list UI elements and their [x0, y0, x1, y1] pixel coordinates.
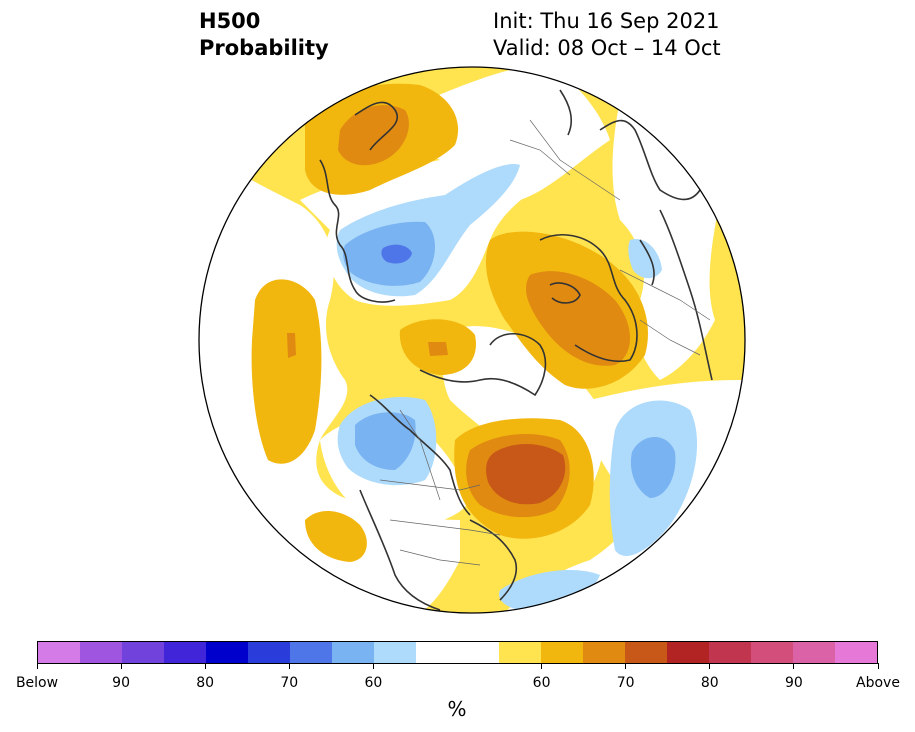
- colorbar-segment: [247, 642, 290, 663]
- coastlines: [319, 89, 713, 611]
- coastline: [469, 519, 518, 601]
- colorbar-segment: [415, 642, 458, 663]
- colorbar-segment: [331, 642, 374, 663]
- colorbar-tick: [709, 663, 711, 669]
- colorbar-segment: [163, 642, 206, 663]
- colorbar-segment: [205, 642, 248, 663]
- colorbar-segment: [583, 642, 626, 663]
- map-title: H500 Probability: [199, 8, 329, 62]
- colorbar-tick-label: Above: [856, 675, 900, 691]
- colorbar-tick: [120, 663, 122, 669]
- coastline: [359, 489, 441, 611]
- border: [639, 319, 701, 356]
- colorbar-tick: [541, 663, 543, 669]
- below-80-region: [381, 244, 412, 264]
- border: [389, 519, 501, 536]
- coastline: [549, 282, 581, 304]
- colorbar-tick-label: Below: [15, 675, 59, 691]
- colorbar-tick-label: 80: [196, 675, 215, 691]
- colorbar-segment: [793, 642, 836, 663]
- colorbar-segment: [289, 642, 332, 663]
- map-boundary: [198, 66, 746, 614]
- coastline: [659, 209, 713, 381]
- polar-map: [198, 66, 746, 614]
- map-dates: Init: Thu 16 Sep 2021 Valid: 08 Oct – 14…: [493, 8, 721, 62]
- coastline: [599, 119, 701, 201]
- colorbar-segment: [121, 642, 164, 663]
- coastline: [369, 394, 471, 516]
- colorbar-segment: [79, 642, 122, 663]
- below-70-region: [630, 437, 676, 498]
- above-60-region: [251, 279, 322, 464]
- colorbar-unit: %: [447, 697, 467, 721]
- colorbar-tick: [288, 663, 290, 669]
- title-variable: H500: [199, 9, 261, 33]
- border: [379, 479, 481, 491]
- border: [399, 409, 441, 501]
- country-borders: [379, 119, 711, 566]
- colorbar-segment: [709, 642, 752, 663]
- colorbar-tick-label: 80: [700, 675, 719, 691]
- border: [529, 119, 621, 201]
- coastline: [559, 89, 572, 136]
- colorbar-segment: [457, 642, 500, 663]
- colorbar-tick: [36, 663, 38, 669]
- colorbar-segment: [667, 642, 710, 663]
- border: [619, 269, 711, 321]
- colorbar: [37, 641, 878, 664]
- colorbar-segment: [38, 642, 80, 663]
- colorbar-tick-label: 90: [112, 675, 131, 691]
- below-70-region: [355, 412, 416, 470]
- valid-date: Valid: 08 Oct – 14 Oct: [493, 36, 721, 60]
- title-type: Probability: [199, 36, 329, 60]
- colorbar-segment: [499, 642, 542, 663]
- colorbar-tick-label: 60: [364, 675, 383, 691]
- neutral-region: [199, 150, 460, 613]
- init-date: Init: Thu 16 Sep 2021: [493, 9, 720, 33]
- coastline: [639, 239, 655, 286]
- coastline: [319, 159, 396, 303]
- border: [399, 549, 481, 566]
- colorbar-tick: [793, 663, 795, 669]
- above-70-region: [338, 105, 409, 166]
- colorbar-segment: [625, 642, 668, 663]
- above-70-region: [525, 271, 630, 366]
- colorbar-segment: [541, 642, 584, 663]
- colorbar-ticks: [36, 663, 879, 671]
- above-70-region: [287, 333, 296, 358]
- colorbar-segment: [751, 642, 794, 663]
- border: [509, 139, 571, 176]
- above-80-region: [486, 444, 566, 505]
- colorbar-tick-label: 60: [532, 675, 551, 691]
- coastline: [539, 234, 638, 363]
- colorbar-tick: [877, 663, 879, 669]
- colorbar-tick: [625, 663, 627, 669]
- colorbar-tick-label: 70: [616, 675, 635, 691]
- coastline: [354, 101, 399, 151]
- colorbar-tick: [204, 663, 206, 669]
- colorbar-segment: [835, 642, 878, 663]
- colorbar-tick-label: 70: [280, 675, 299, 691]
- coastline: [419, 333, 547, 397]
- colorbar-tick: [372, 663, 374, 669]
- colorbar-tick-label: 90: [784, 675, 803, 691]
- colorbar-segment: [373, 642, 416, 663]
- below-60-region: [499, 570, 600, 612]
- above-60-region: [305, 510, 367, 562]
- neutral-region: [400, 70, 610, 200]
- above-70-region: [428, 342, 448, 356]
